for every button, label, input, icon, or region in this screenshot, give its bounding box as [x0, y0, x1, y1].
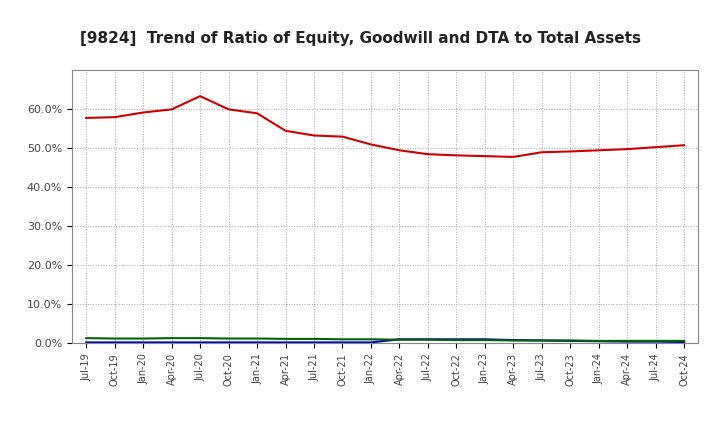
Equity	[366, 142, 375, 147]
Goodwill	[623, 339, 631, 344]
Line: Equity: Equity	[86, 96, 684, 157]
Goodwill	[225, 340, 233, 345]
Equity	[167, 107, 176, 112]
Deferred Tax Assets	[680, 338, 688, 344]
Deferred Tax Assets	[652, 338, 660, 344]
Deferred Tax Assets	[395, 337, 404, 342]
Deferred Tax Assets	[537, 338, 546, 343]
Deferred Tax Assets	[139, 336, 148, 341]
Deferred Tax Assets	[167, 335, 176, 341]
Goodwill	[595, 339, 603, 344]
Goodwill	[253, 340, 261, 345]
Equity	[82, 115, 91, 121]
Text: [9824]  Trend of Ratio of Equity, Goodwill and DTA to Total Assets: [9824] Trend of Ratio of Equity, Goodwil…	[79, 31, 641, 46]
Equity	[509, 154, 518, 160]
Deferred Tax Assets	[225, 336, 233, 341]
Deferred Tax Assets	[423, 337, 432, 342]
Deferred Tax Assets	[595, 338, 603, 344]
Deferred Tax Assets	[82, 335, 91, 341]
Deferred Tax Assets	[566, 338, 575, 343]
Goodwill	[452, 337, 461, 342]
Equity	[623, 147, 631, 152]
Goodwill	[537, 338, 546, 343]
Equity	[595, 148, 603, 153]
Equity	[110, 114, 119, 120]
Deferred Tax Assets	[110, 336, 119, 341]
Deferred Tax Assets	[452, 337, 461, 343]
Equity	[310, 133, 318, 138]
Equity	[196, 93, 204, 99]
Deferred Tax Assets	[282, 336, 290, 341]
Goodwill	[423, 337, 432, 342]
Deferred Tax Assets	[310, 336, 318, 341]
Equity	[139, 110, 148, 115]
Equity	[680, 143, 688, 148]
Goodwill	[310, 340, 318, 345]
Goodwill	[652, 339, 660, 344]
Goodwill	[509, 337, 518, 343]
Goodwill	[338, 340, 347, 345]
Goodwill	[167, 340, 176, 345]
Goodwill	[196, 340, 204, 345]
Equity	[282, 128, 290, 133]
Deferred Tax Assets	[623, 338, 631, 344]
Equity	[652, 144, 660, 150]
Equity	[423, 151, 432, 157]
Deferred Tax Assets	[366, 337, 375, 342]
Line: Deferred Tax Assets: Deferred Tax Assets	[86, 338, 684, 341]
Equity	[338, 134, 347, 139]
Goodwill	[395, 337, 404, 342]
Equity	[225, 107, 233, 112]
Deferred Tax Assets	[509, 338, 518, 343]
Deferred Tax Assets	[196, 335, 204, 341]
Equity	[566, 149, 575, 154]
Equity	[480, 154, 489, 159]
Equity	[537, 150, 546, 155]
Goodwill	[680, 339, 688, 345]
Goodwill	[110, 340, 119, 345]
Goodwill	[480, 337, 489, 342]
Goodwill	[282, 340, 290, 345]
Equity	[395, 148, 404, 153]
Equity	[452, 153, 461, 158]
Goodwill	[366, 340, 375, 345]
Goodwill	[82, 340, 91, 345]
Deferred Tax Assets	[253, 336, 261, 341]
Line: Goodwill: Goodwill	[86, 339, 684, 342]
Equity	[253, 110, 261, 116]
Goodwill	[566, 338, 575, 344]
Deferred Tax Assets	[480, 337, 489, 343]
Deferred Tax Assets	[338, 337, 347, 342]
Goodwill	[139, 340, 148, 345]
